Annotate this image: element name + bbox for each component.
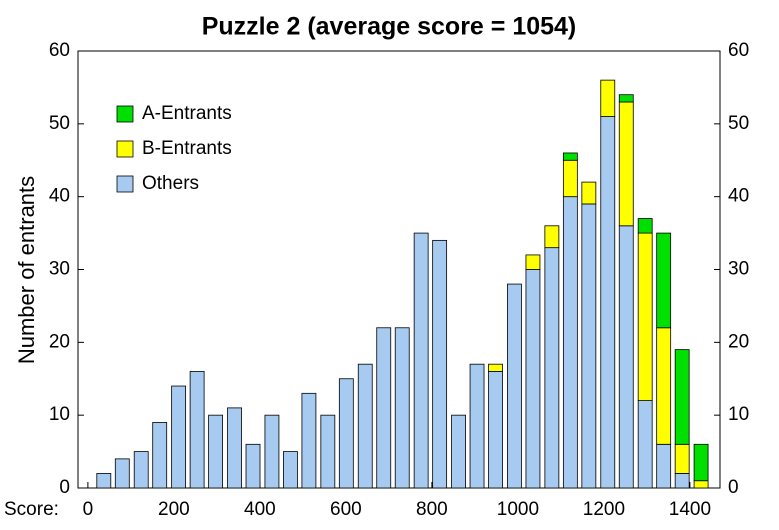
bar-segment — [320, 414, 336, 489]
x-axis-label: Score: — [4, 499, 59, 520]
y-tick-label: 30 — [49, 259, 70, 280]
y-tick-label: 10 — [49, 404, 70, 425]
y2-tick-label: 0 — [728, 477, 739, 498]
bar-segment — [544, 247, 560, 489]
bar-segment — [171, 385, 187, 489]
bar-segment — [488, 363, 503, 372]
bar-segment — [227, 407, 242, 489]
y2-tick-label: 60 — [728, 40, 749, 61]
bar-segment — [600, 79, 616, 117]
x-tick-label: 0 — [83, 499, 94, 520]
bar-segment — [618, 101, 634, 227]
y2-tick-label: 30 — [728, 259, 749, 280]
bar-segment — [637, 232, 653, 401]
x-tick-label: 400 — [244, 499, 276, 520]
bar-segment — [208, 414, 224, 489]
bar-segment — [656, 327, 672, 445]
bar-segment — [693, 443, 709, 482]
y-tick-label: 60 — [49, 40, 70, 61]
bar-segment — [562, 159, 578, 198]
bar-segment — [674, 349, 690, 445]
x-tick-label: 600 — [330, 499, 362, 520]
y2-tick-label: 50 — [728, 113, 749, 134]
bar-segment — [357, 363, 373, 489]
x-tick-label: 1000 — [497, 499, 539, 520]
bar-segment — [283, 451, 298, 489]
y-tick-label: 20 — [49, 331, 70, 352]
bar-segment — [245, 443, 261, 489]
bar-segment — [581, 181, 597, 205]
y-tick-label: 0 — [59, 477, 70, 498]
bar-segment — [432, 239, 448, 489]
bar-segment — [152, 422, 168, 489]
bar-segment — [618, 94, 634, 103]
y-axis-label: Number of entrants — [14, 176, 39, 364]
bar-segment — [413, 232, 429, 489]
bar-segment — [581, 203, 597, 489]
legend-swatch — [116, 105, 134, 123]
bar-segment — [656, 232, 672, 329]
bar-segment — [544, 225, 560, 249]
bar-segment — [469, 363, 485, 489]
bar-segment — [451, 414, 466, 489]
bar-segment — [525, 269, 541, 489]
x-tick-label: 800 — [416, 499, 448, 520]
bar-segment — [693, 480, 709, 489]
y-tick-label: 50 — [49, 113, 70, 134]
bar-segment — [674, 473, 690, 489]
bar-segment — [637, 400, 653, 489]
bar-segment — [525, 254, 541, 270]
bar-segment — [637, 218, 653, 234]
x-tick-label: 200 — [158, 499, 190, 520]
bar-segment — [133, 451, 149, 489]
bar-segment — [338, 378, 354, 489]
y2-tick-label: 20 — [728, 331, 749, 352]
bar-segment — [114, 458, 130, 489]
bar-segment — [562, 152, 578, 161]
legend-swatch — [116, 140, 134, 158]
x-tick-label: 1400 — [669, 499, 711, 520]
x-tick-label: 1200 — [583, 499, 625, 520]
bar-segment — [301, 392, 317, 489]
bar-segment — [394, 327, 410, 489]
bar-segment — [376, 327, 392, 489]
bar-segment — [507, 283, 522, 489]
legend-label: B-Entrants — [142, 138, 232, 159]
legend-label: Others — [142, 173, 199, 194]
bar-segment — [562, 196, 578, 489]
chart-title: Puzzle 2 (average score = 1054) — [202, 13, 577, 41]
bar-segment — [674, 443, 690, 474]
bar-segment — [96, 473, 112, 489]
legend-label: A-Entrants — [142, 103, 232, 124]
bar-segment — [264, 414, 280, 489]
y-tick-label: 40 — [49, 186, 70, 207]
legend-swatch — [116, 175, 134, 193]
y2-tick-label: 40 — [728, 186, 749, 207]
bar-segment — [189, 371, 205, 489]
bar-segment — [488, 371, 503, 489]
y2-tick-label: 10 — [728, 404, 749, 425]
bar-segment — [600, 116, 616, 489]
bar-segment — [618, 225, 634, 489]
bar-segment — [656, 443, 672, 489]
